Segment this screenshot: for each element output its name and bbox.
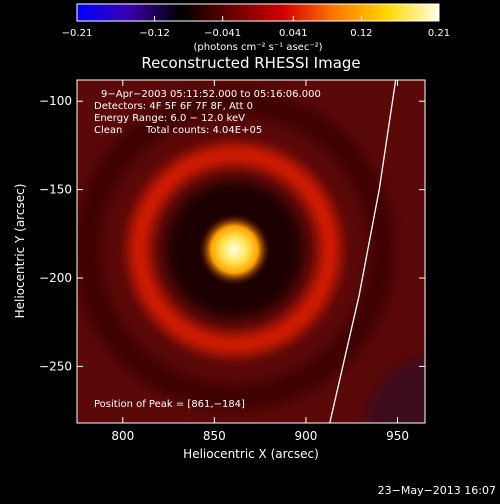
annotation-energy-range: Energy Range: 6.0 − 12.0 keV [94, 113, 245, 124]
annotation-time-range: 9−Apr−2003 05:11:52.000 to 05:16:06.000 [101, 89, 321, 100]
y-tick-label: −150 [39, 183, 72, 197]
annotation-total-counts: Total counts: 4.04E+05 [145, 125, 262, 136]
plot-area [77, 80, 425, 423]
y-tick-label: −250 [39, 359, 72, 373]
colorbar-unit-label: (photons cm⁻² s⁻¹ asec⁻²) [193, 42, 322, 53]
x-axis-label: Heliocentric X (arcsec) [183, 447, 319, 461]
x-tick-label: 800 [111, 429, 134, 443]
annotation-peak-position: Position of Peak = [861,−184] [94, 399, 245, 410]
peak-source [198, 213, 271, 286]
annotation-detectors: Detectors: 4F 5F 6F 7F 8F, Att 0 [94, 101, 253, 112]
x-axis: 800 850 900 950 [111, 80, 409, 443]
colorbar-ticks: −0.21 −0.12 −0.041 0.041 0.12 0.21 [62, 16, 450, 39]
y-axis-label: Heliocentric Y (arcsec) [13, 184, 27, 319]
colorbar-tick-label: −0.21 [62, 28, 93, 39]
colorbar-tick-label: 0.21 [428, 28, 450, 39]
y-tick-label: −100 [39, 94, 72, 108]
plot-frame [76, 79, 426, 424]
sidelobe-ring [128, 143, 341, 356]
heatmap-image [77, 89, 425, 423]
chart-title: Reconstructed RHESSI Image [141, 54, 360, 72]
colorbar-tick-label: −0.12 [139, 28, 170, 39]
solar-limb-line [329, 80, 397, 423]
annotation-clean: Clean [94, 125, 122, 136]
colorbar [76, 3, 440, 22]
corner-shadow [365, 355, 425, 423]
colorbar-tick-label: −0.041 [204, 28, 241, 39]
x-tick-label: 950 [386, 429, 409, 443]
x-tick-label: 900 [294, 429, 317, 443]
y-axis: −100 −150 −200 −250 [39, 94, 425, 373]
y-tick-label: −200 [39, 271, 72, 285]
colorbar-tick-label: 0.041 [279, 28, 308, 39]
colorbar-tick-label: 0.12 [350, 28, 372, 39]
x-tick-label: 850 [203, 429, 226, 443]
footer-date: 23−May−2013 16:07 [378, 484, 496, 497]
outer-dark-ring [77, 89, 396, 411]
